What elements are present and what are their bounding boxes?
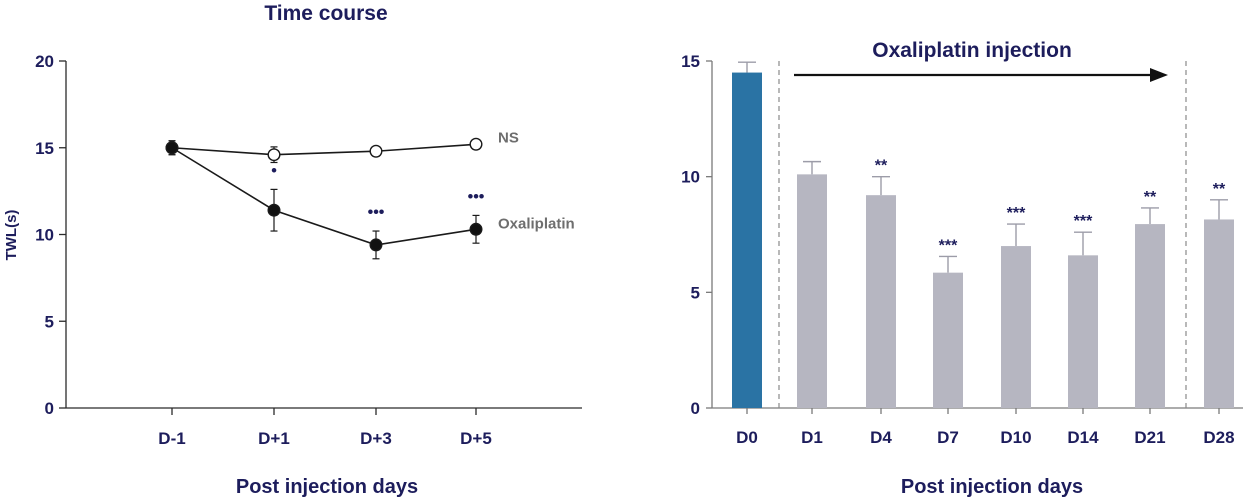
series-label-ns: NS <box>498 129 519 146</box>
bar-d21 <box>1135 224 1165 408</box>
left-y-tick-label: 5 <box>45 312 54 331</box>
data-point-ns <box>469 137 483 151</box>
right-y-tick-label: 0 <box>691 399 700 418</box>
time-course-chart: Time course TWL(s) Post injection days 0… <box>3 2 582 498</box>
left-y-tick-label: 10 <box>35 226 54 245</box>
left-chart-title: Time course <box>264 2 387 25</box>
right-x-tick-label: D28 <box>1203 428 1234 447</box>
right-x-axis-title: Post injection days <box>901 476 1083 498</box>
data-point-oxaliplatin <box>469 222 483 236</box>
right-x-tick-label: D21 <box>1134 428 1165 447</box>
left-x-tick-label: D+5 <box>460 429 492 448</box>
bar-d14 <box>1068 255 1098 408</box>
significance-marker: ••• <box>368 204 385 221</box>
right-y-tick-label: 5 <box>691 283 700 302</box>
series-line-oxaliplatin <box>171 147 477 246</box>
left-y-tick-label: 20 <box>35 52 54 71</box>
right-y-tick-label: 10 <box>681 168 700 187</box>
data-point-oxaliplatin <box>267 203 281 217</box>
data-point-oxaliplatin <box>369 238 383 252</box>
left-axes: 0 5 10 15 20 D-1 D+1 D+3 D+5 <box>35 52 582 448</box>
bar-d0 <box>732 72 762 409</box>
left-y-axis-label: TWL(s) <box>3 210 20 261</box>
left-y-tick-label: 0 <box>45 399 54 418</box>
significance-marker: *** <box>939 237 958 254</box>
injection-arrow-head <box>1150 68 1168 82</box>
right-x-tick-label: D1 <box>801 428 823 447</box>
left-y-tick-label: 15 <box>35 139 54 158</box>
significance-marker: *** <box>1007 205 1026 222</box>
bar-d1 <box>797 174 827 408</box>
series-label-oxaliplatin: Oxaliplatin <box>498 215 575 232</box>
post-injection-bar-chart: Oxaliplatin injection Post injection day… <box>681 39 1243 498</box>
right-x-tick-label: D10 <box>1000 428 1031 447</box>
right-x-tick-label: D7 <box>937 428 959 447</box>
left-x-tick-label: D+3 <box>360 429 392 448</box>
left-x-tick-label: D-1 <box>158 429 185 448</box>
left-x-tick-label: D+1 <box>258 429 290 448</box>
right-x-tick-label: D0 <box>736 428 758 447</box>
significance-marker: ** <box>1144 189 1157 206</box>
significance-marker: *** <box>1074 213 1093 230</box>
bar-d10 <box>1001 246 1031 408</box>
significance-marker: • <box>271 162 277 179</box>
bar-d4 <box>866 195 896 408</box>
data-point-oxaliplatin <box>165 141 179 155</box>
left-x-axis-title: Post injection days <box>236 476 418 498</box>
significance-marker: ••• <box>468 188 485 205</box>
right-x-tick-label: D4 <box>870 428 892 447</box>
significance-marker: ** <box>875 158 888 175</box>
right-axes: 0 5 10 15 D0 D1 D4 D7 D10 D14 D21 D28 <box>681 52 1243 447</box>
left-series: NS•••••••Oxaliplatin <box>165 129 575 260</box>
right-x-tick-label: D14 <box>1067 428 1099 447</box>
bar-d7 <box>933 272 963 408</box>
right-y-tick-label: 15 <box>681 52 700 71</box>
bar-d28 <box>1204 219 1234 408</box>
injection-annotation: Oxaliplatin injection <box>872 39 1072 62</box>
data-point-ns <box>369 144 383 158</box>
series-line-ns <box>171 143 477 156</box>
right-bars: ******** ***** ** <box>732 61 1234 409</box>
significance-marker: ** <box>1213 181 1226 198</box>
data-point-ns <box>267 148 281 162</box>
